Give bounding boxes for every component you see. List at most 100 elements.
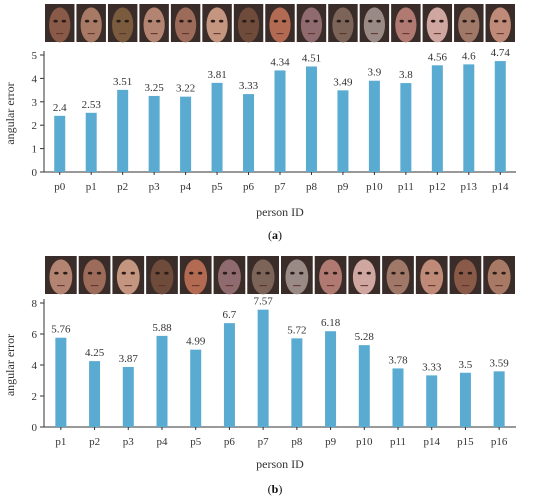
bar-p9 bbox=[337, 90, 349, 172]
x-tick-label-p11: p11 bbox=[390, 436, 406, 448]
bar-p12 bbox=[431, 65, 443, 172]
data-label-p13: 4.6 bbox=[462, 50, 476, 62]
data-label-p9: 6.18 bbox=[321, 317, 341, 329]
data-label-p8: 4.51 bbox=[302, 52, 321, 64]
chart-panel-b: 0 2 4 6 8 5.76 p1 4.25 p2 3.87 p3 5.88 p4 4.99 p5 6.7 p6… bbox=[3, 256, 516, 496]
x-tick-label-p8: p8 bbox=[291, 436, 303, 448]
face-photo-p9 bbox=[314, 256, 347, 295]
data-label-p11: 3.78 bbox=[388, 354, 408, 366]
data-label-p6: 6.7 bbox=[223, 309, 237, 321]
data-label-p5: 3.81 bbox=[207, 69, 226, 81]
bar-p13 bbox=[463, 64, 475, 172]
data-label-p10: 5.28 bbox=[355, 331, 375, 343]
face-photo-p7 bbox=[247, 256, 279, 295]
chart-panel-a: 0 1 2 3 4 5 2.4 p0 2.53 p1 3.51 p2 3.25 p3 3.22 p4 3.81 p… bbox=[3, 4, 516, 242]
face-photo-p11 bbox=[391, 4, 421, 43]
bar-p8 bbox=[305, 66, 317, 172]
bar-p16 bbox=[493, 371, 505, 427]
data-label-p6: 3.33 bbox=[239, 80, 259, 92]
data-label-p4: 5.88 bbox=[152, 322, 172, 334]
y-tick-label: 0 bbox=[32, 167, 38, 179]
y-tick-label: 4 bbox=[32, 73, 38, 85]
bar-p14 bbox=[426, 375, 438, 427]
face-photo-p14 bbox=[485, 4, 515, 43]
data-label-p2: 4.25 bbox=[85, 347, 105, 359]
face-photo-p6 bbox=[233, 4, 264, 43]
x-tick-label-p9: p9 bbox=[325, 436, 337, 448]
bar-p6 bbox=[243, 94, 255, 172]
face-photo-p1 bbox=[76, 4, 106, 43]
x-tick-label-p14: p14 bbox=[423, 436, 440, 448]
face-photo-p1 bbox=[45, 256, 77, 295]
bar-p4 bbox=[180, 96, 192, 172]
bar-p9 bbox=[325, 331, 337, 427]
face-photo-p14 bbox=[415, 256, 448, 295]
bar-p1 bbox=[85, 112, 97, 172]
face-photo-strip bbox=[45, 4, 515, 43]
x-tick-label-p7: p7 bbox=[275, 181, 287, 193]
face-photo-p0 bbox=[45, 4, 75, 43]
x-tick-label-p0: p0 bbox=[54, 181, 66, 193]
data-label-p0: 2.4 bbox=[53, 102, 67, 114]
y-tick-label: 1 bbox=[32, 144, 38, 156]
data-label-p8: 5.72 bbox=[287, 324, 306, 336]
data-label-p2: 3.51 bbox=[113, 76, 132, 88]
y-axis-title: angular error bbox=[3, 82, 17, 144]
x-tick-label-p16: p16 bbox=[491, 436, 508, 448]
bar-p6 bbox=[223, 323, 235, 427]
x-tick-label-p13: p13 bbox=[461, 181, 478, 193]
data-label-p10: 3.9 bbox=[368, 67, 382, 79]
y-tick-label: 3 bbox=[32, 97, 38, 109]
bar-p5 bbox=[211, 82, 223, 172]
y-tick-label: 5 bbox=[32, 50, 38, 62]
data-label-p16: 3.59 bbox=[490, 357, 510, 369]
face-photo-p13 bbox=[454, 4, 484, 43]
data-label-p4: 3.22 bbox=[176, 83, 195, 95]
bar-p7 bbox=[274, 70, 286, 172]
bar-p11 bbox=[392, 368, 404, 427]
face-photo-strip bbox=[45, 256, 515, 295]
face-photo-p8 bbox=[296, 4, 327, 43]
x-tick-label-p5: p5 bbox=[212, 181, 224, 193]
y-tick-label: 6 bbox=[32, 329, 38, 341]
x-tick-label-p6: p6 bbox=[224, 436, 236, 448]
bar-p10 bbox=[368, 80, 380, 172]
data-label-p15: 3.5 bbox=[459, 359, 473, 371]
data-label-p1: 2.53 bbox=[82, 99, 102, 111]
data-label-p11: 3.8 bbox=[399, 69, 413, 81]
x-tick-label-p4: p4 bbox=[157, 436, 169, 448]
y-tick-label: 4 bbox=[32, 360, 38, 372]
data-label-p3: 3.87 bbox=[119, 353, 139, 365]
face-photo-p6 bbox=[213, 256, 246, 295]
x-tick-label-p2: p2 bbox=[89, 436, 100, 448]
bar-p3 bbox=[122, 367, 134, 427]
bar-p3 bbox=[148, 95, 160, 172]
x-tick-label-p6: p6 bbox=[243, 181, 255, 193]
bar-p15 bbox=[459, 372, 471, 427]
x-tick-label-p4: p4 bbox=[180, 181, 192, 193]
panel-label: (a) bbox=[268, 228, 282, 242]
x-tick-label-p15: p15 bbox=[457, 436, 474, 448]
face-photo-p5 bbox=[202, 4, 232, 43]
face-photo-p5 bbox=[179, 256, 212, 295]
x-tick-label-p7: p7 bbox=[258, 436, 270, 448]
bar-p4 bbox=[156, 335, 168, 427]
y-axis-title: angular error bbox=[3, 334, 17, 396]
y-tick-label: 2 bbox=[32, 120, 38, 132]
bar-p1 bbox=[55, 337, 67, 427]
bar-p5 bbox=[190, 349, 202, 427]
bar-p8 bbox=[291, 338, 303, 427]
x-tick-label-p9: p9 bbox=[337, 181, 349, 193]
x-tick-label-p3: p3 bbox=[149, 181, 161, 193]
data-label-p7: 4.34 bbox=[270, 56, 290, 68]
bar-p7 bbox=[257, 309, 269, 427]
y-tick-label: 2 bbox=[32, 391, 38, 403]
data-label-p14: 4.74 bbox=[491, 47, 511, 59]
x-tick-label-p11: p11 bbox=[398, 181, 414, 193]
face-photo-p8 bbox=[281, 256, 313, 295]
x-tick-label-p1: p1 bbox=[86, 181, 97, 193]
data-label-p9: 3.49 bbox=[333, 76, 353, 88]
face-photo-p12 bbox=[422, 4, 453, 43]
x-tick-label-p1: p1 bbox=[55, 436, 66, 448]
